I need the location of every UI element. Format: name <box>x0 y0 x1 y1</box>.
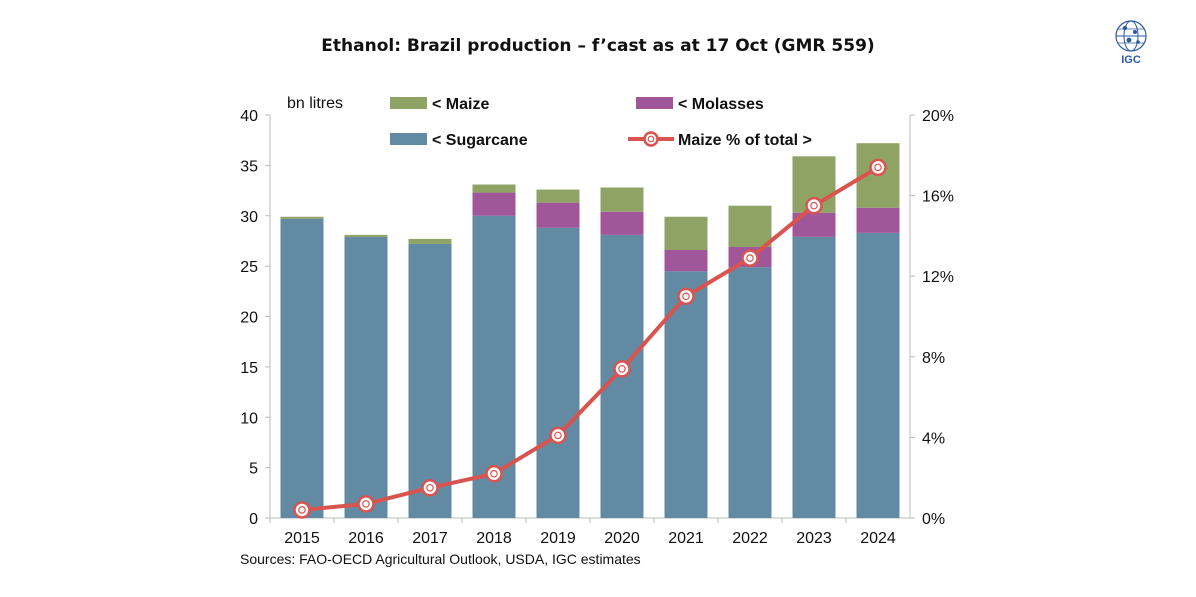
line-point-inner <box>874 163 882 172</box>
y2-tick-label: 4% <box>922 430 945 447</box>
line-point-inner <box>746 254 754 262</box>
bar-segment <box>472 192 516 216</box>
line-point-inner <box>426 483 434 492</box>
globe-icon <box>1115 20 1147 52</box>
y2-tick-label: 16% <box>922 189 954 206</box>
bar-segment <box>344 234 388 237</box>
legend-label: < Sugarcane <box>432 132 528 149</box>
line-point-inner <box>554 431 562 440</box>
bar-segment <box>728 205 772 247</box>
bar-segment <box>600 187 644 212</box>
line-point-inner <box>810 201 818 210</box>
bar-segment <box>664 271 708 518</box>
line-point-inner <box>298 506 306 514</box>
bar-segment <box>536 202 580 228</box>
bar-segment <box>728 267 772 518</box>
x-tick-label: 2016 <box>348 530 384 547</box>
bar-segment <box>856 232 900 518</box>
x-tick-label: 2021 <box>668 530 704 547</box>
legend-swatch <box>390 133 427 145</box>
x-tick-label: 2020 <box>604 530 640 547</box>
igc-logo: IGC <box>1113 18 1149 70</box>
y2-tick-label: 12% <box>922 269 954 286</box>
line-point-inner <box>618 365 626 373</box>
y-tick-label: 10 <box>240 410 258 427</box>
bar-segment <box>536 189 580 203</box>
plot-area: 0 5 10 15 20 25 30 35 40 0% 4% 8% 12% 16% 20% 2015 2016 2… <box>240 95 954 547</box>
legend-label: < Maize <box>432 96 489 113</box>
legend-swatch <box>390 97 427 109</box>
line-point-inner <box>490 469 498 478</box>
bar-segment <box>280 218 324 518</box>
legend-label: Maize % of total > <box>678 132 812 149</box>
y-tick-label: 40 <box>240 108 258 125</box>
y-tick-label: 15 <box>240 360 258 377</box>
bar-segment <box>408 238 452 244</box>
chart-title: Ethanol: Brazil production – f’cast as a… <box>321 36 875 56</box>
y-tick-label: 30 <box>240 209 258 226</box>
logo-text: IGC <box>1121 54 1141 66</box>
source-note: Sources: FAO-OECD Agricultural Outlook, … <box>240 551 641 567</box>
bar-segment <box>408 243 452 518</box>
bar-segment <box>472 184 516 193</box>
y-tick-label: 0 <box>249 511 258 528</box>
x-tick-label: 2022 <box>732 530 768 547</box>
x-tick-label: 2015 <box>284 530 320 547</box>
legend-label: < Molasses <box>678 96 764 113</box>
y-axis-unit: bn litres <box>287 95 343 112</box>
line-point-inner <box>362 500 370 508</box>
x-tick-label: 2017 <box>412 530 448 547</box>
bar-segment <box>344 236 388 518</box>
bar-segment <box>280 216 324 219</box>
x-tick-label: 2024 <box>860 530 896 547</box>
line-point-inner <box>682 292 690 301</box>
maize-share-line <box>301 165 880 512</box>
y2-tick-label: 0% <box>922 511 945 528</box>
bar-segment <box>664 216 708 251</box>
y-tick-label: 25 <box>240 259 258 276</box>
bar-segment <box>856 207 900 233</box>
y2-tick-label: 20% <box>922 108 954 125</box>
legend-swatch <box>636 97 673 109</box>
bar-segment <box>536 227 580 518</box>
x-tick-label: 2019 <box>540 530 576 547</box>
y-tick-label: 20 <box>240 310 258 327</box>
bar-segment <box>600 211 644 235</box>
y2-tick-label: 8% <box>922 350 945 367</box>
x-tick-label: 2018 <box>476 530 512 547</box>
bar-segment <box>792 236 836 518</box>
y-tick-label: 35 <box>240 158 258 175</box>
bar-segment <box>664 250 708 272</box>
x-tick-label: 2023 <box>796 530 832 547</box>
y-tick-label: 5 <box>249 461 258 478</box>
legend-marker-inner <box>647 135 655 143</box>
